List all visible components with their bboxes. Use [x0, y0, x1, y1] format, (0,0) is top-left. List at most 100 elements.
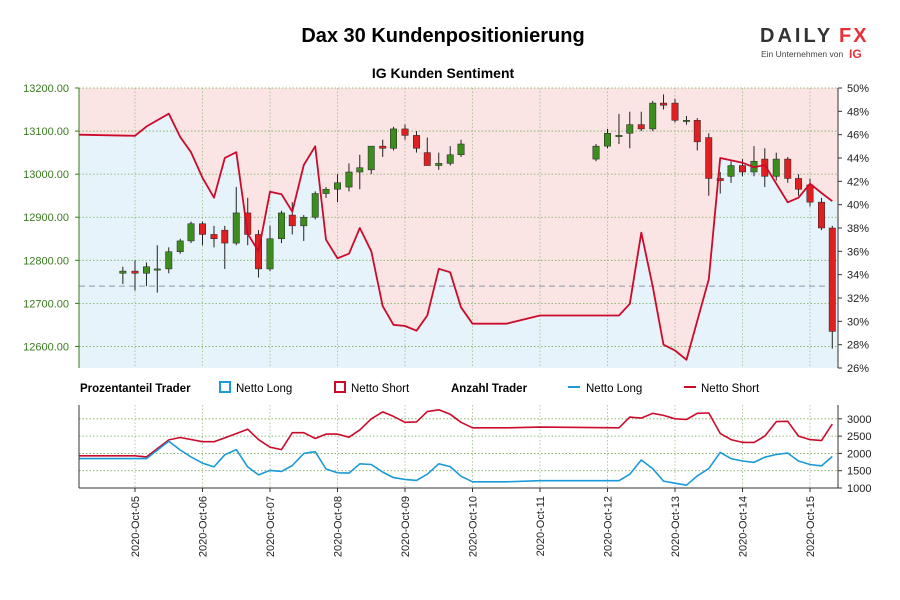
candle-body	[828, 227, 836, 332]
candle	[278, 210, 285, 244]
candle	[119, 266, 127, 284]
percent-tick-label: 50%	[847, 83, 869, 95]
candle	[435, 152, 443, 170]
candle	[367, 145, 375, 175]
percent-tick-label: 46%	[847, 130, 869, 142]
candle	[356, 154, 364, 190]
candle	[604, 128, 611, 149]
count-short-line	[79, 408, 833, 458]
date-tick-label: 2020-Oct-14	[738, 496, 750, 557]
candle	[131, 260, 139, 291]
price-tick-label: 12800.00	[23, 255, 69, 267]
candle-body	[626, 124, 634, 134]
percent-tick-label: 26%	[847, 363, 869, 375]
legend-long-label-2: Netto Long	[586, 383, 642, 395]
percent-tick-label: 34%	[847, 270, 869, 282]
price-tick-label: 12600.00	[23, 341, 69, 353]
candle	[266, 225, 274, 272]
candle-body	[637, 124, 645, 130]
candle	[165, 247, 173, 274]
candle-body	[143, 266, 150, 274]
candle-body	[401, 128, 409, 136]
date-tick-label: 2020-Oct-11	[535, 496, 547, 556]
candle-body	[649, 102, 657, 130]
candle-body	[176, 240, 184, 252]
candle	[615, 113, 623, 144]
count-tick-label: 2000	[847, 448, 871, 460]
candle-body	[210, 234, 218, 240]
percent-tick-label: 48%	[847, 106, 869, 118]
candle-body	[772, 158, 780, 177]
candle-body	[300, 216, 308, 227]
candle-body	[187, 223, 195, 242]
price-tick-label: 13100.00	[23, 126, 69, 138]
candle-body	[818, 201, 825, 229]
candle	[423, 137, 431, 166]
candle	[199, 221, 206, 246]
price-axis-ticks: 12600.00 12700.00 12800.00 12900.00 13000.00…	[23, 83, 79, 353]
candle-body	[683, 120, 690, 122]
candle-body	[446, 154, 454, 164]
legend: Prozentanteil Trader Netto Long Netto Sh…	[80, 381, 760, 395]
candle-body	[592, 145, 600, 160]
candle	[705, 133, 713, 196]
count-axes	[78, 405, 839, 489]
candle-body	[153, 268, 161, 271]
date-tick-label: 2020-Oct-05	[130, 496, 142, 557]
candle-body	[311, 193, 319, 218]
percent-tick-label: 40%	[847, 200, 869, 212]
legend-short-box	[334, 381, 346, 393]
candle-body	[615, 135, 623, 137]
legend-short-label: Netto Short	[351, 383, 410, 395]
count-tick-label: 1500	[847, 466, 871, 478]
candle	[446, 146, 454, 166]
candle	[727, 161, 735, 183]
candle-body	[379, 145, 387, 149]
candle-body	[356, 167, 364, 173]
candle-body	[784, 158, 792, 179]
percent-tick-label: 36%	[847, 246, 869, 258]
percent-axis-ticks: 26% 28% 30% 32% 34% 36% 38% 40% 42% 44% 46% 48% 50%	[838, 83, 869, 375]
candle	[795, 174, 802, 196]
candle-body	[266, 238, 274, 270]
date-tick-label: 2020-Oct-07	[265, 496, 277, 557]
candle	[784, 156, 792, 183]
count-axis-ticks: 1000 1500 2000 2500 3000	[838, 414, 871, 495]
percent-tick-label: 28%	[847, 340, 869, 352]
candle	[187, 221, 195, 244]
count-tick-label: 1000	[847, 483, 871, 495]
candle-body	[761, 158, 769, 177]
candle	[143, 262, 150, 287]
candle	[288, 202, 296, 235]
chart-subtitle: IG Kunden Sentiment	[372, 65, 515, 81]
short-percentage-line	[78, 112, 833, 361]
candle-body	[413, 135, 420, 149]
date-tick-label: 2020-Oct-15	[805, 496, 817, 557]
price-tick-label: 13200.00	[23, 83, 69, 95]
legend-count-group-label: Anzahl Trader	[451, 383, 528, 395]
candle-body	[693, 120, 701, 143]
percent-tick-label: 32%	[847, 293, 869, 305]
logo-daily-text: DAILY	[760, 25, 833, 47]
candle	[592, 144, 600, 162]
price-tick-label: 12900.00	[23, 212, 69, 224]
candle	[683, 116, 690, 125]
candle	[761, 148, 769, 188]
dailyfx-logo: DAILY FX Ein Unternehmen von IG	[760, 25, 867, 61]
candle	[322, 187, 330, 198]
legend-percent-group-label: Prozentanteil Trader	[80, 383, 191, 395]
chart-title: Dax 30 Kundenpositionierung	[301, 25, 584, 47]
candle	[413, 131, 420, 153]
legend-long-box	[219, 381, 231, 393]
main-gridlines	[79, 87, 838, 368]
candle-body	[739, 165, 746, 173]
candle-body	[727, 165, 735, 177]
count-long-line	[79, 440, 833, 487]
legend-short-label-2: Netto Short	[701, 383, 760, 395]
short-pct-line	[78, 112, 833, 361]
candle-body	[435, 163, 443, 166]
count-tick-label: 3000	[847, 414, 871, 426]
candle-body	[345, 171, 353, 188]
candle-body	[660, 102, 667, 106]
count-series	[79, 408, 833, 487]
